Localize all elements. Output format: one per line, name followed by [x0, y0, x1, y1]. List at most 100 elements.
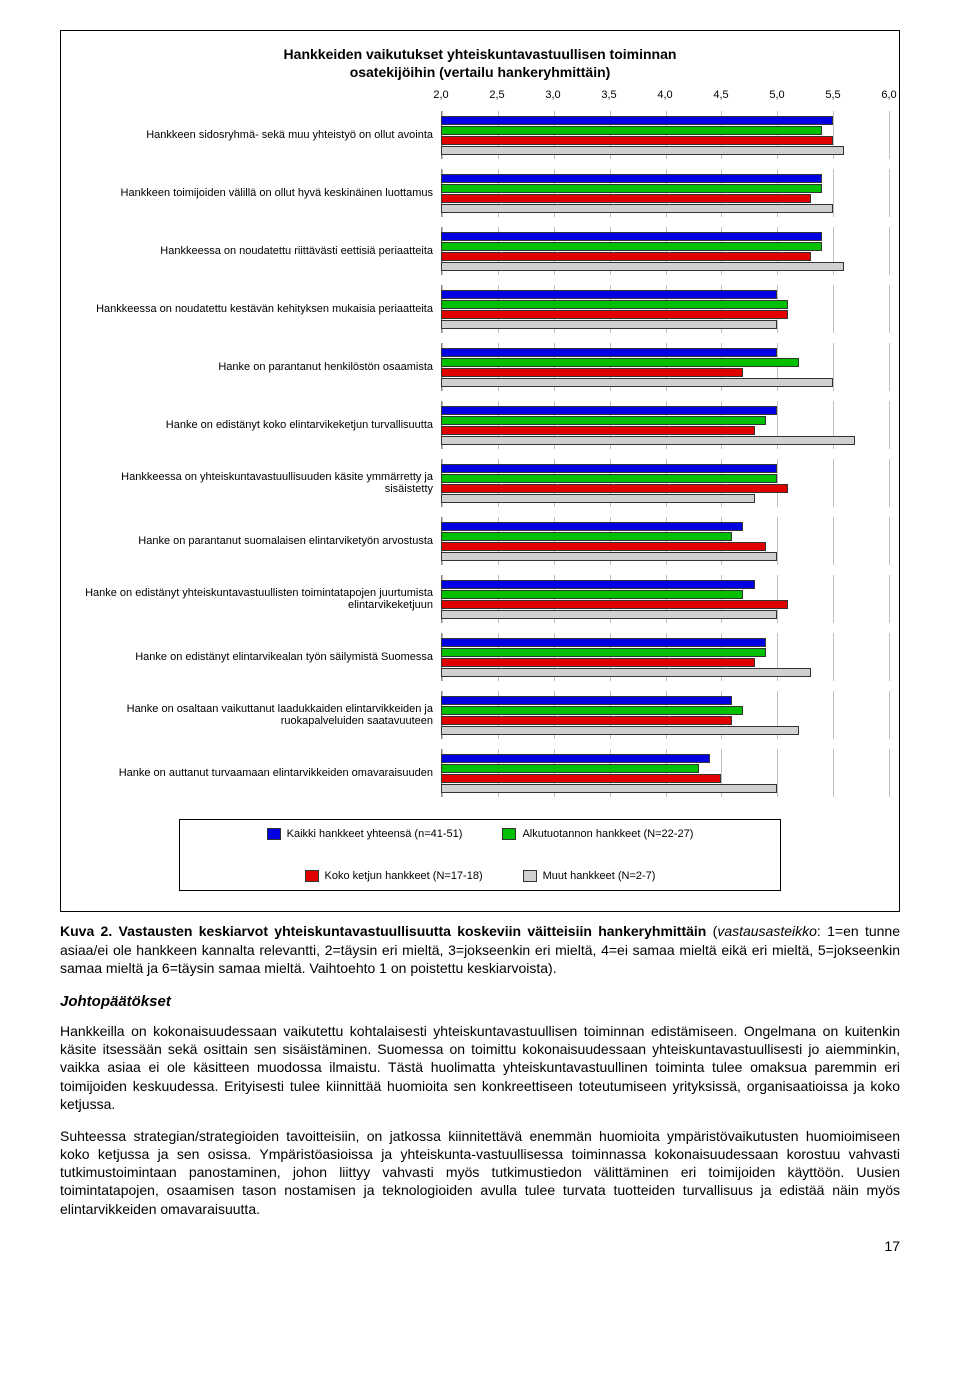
- bar: [441, 262, 844, 271]
- bar-group-label: Hankkeen toimijoiden välillä on ollut hy…: [71, 169, 441, 217]
- bar: [441, 348, 777, 357]
- bar: [441, 204, 833, 213]
- bar: [441, 774, 721, 783]
- section-heading: Johtopäätökset: [60, 993, 900, 1010]
- legend-swatch: [305, 870, 319, 882]
- bar: [441, 464, 777, 473]
- chart-legend: Kaikki hankkeet yhteensä (n=41-51) Alkutu…: [179, 819, 781, 891]
- axis-tick-label: 5,0: [769, 89, 784, 101]
- paragraph-1: Hankkeilla on kokonaisuudessaan vaikutet…: [60, 1022, 900, 1113]
- page-number: 17: [60, 1238, 900, 1254]
- bar: [441, 542, 766, 551]
- bar: [441, 416, 766, 425]
- legend-swatch: [523, 870, 537, 882]
- bar: [441, 310, 788, 319]
- bar: [441, 784, 777, 793]
- bar: [441, 494, 755, 503]
- bar-group-label: Hanke on parantanut suomalaisen elintarv…: [71, 517, 441, 565]
- bar: [441, 764, 699, 773]
- bar: [441, 378, 833, 387]
- bar: [441, 706, 743, 715]
- bar-group: [441, 227, 889, 275]
- axis-tick-label: 2,0: [433, 89, 448, 101]
- bar-group: [441, 633, 889, 681]
- bar-group: [441, 285, 889, 333]
- bar-group-label: Hankkeessa on yhteiskuntavastuullisuuden…: [71, 459, 441, 507]
- bar: [441, 300, 788, 309]
- bar: [441, 484, 788, 493]
- bar: [441, 532, 732, 541]
- legend-swatch: [267, 828, 281, 840]
- bar-group: [441, 691, 889, 739]
- bar-group-label: Hanke on osaltaan vaikuttanut laadukkaid…: [71, 691, 441, 739]
- legend-label: Koko ketjun hankkeet (N=17-18): [325, 870, 483, 882]
- bar: [441, 232, 822, 241]
- bar-group: [441, 169, 889, 217]
- bar: [441, 668, 811, 677]
- bar: [441, 590, 743, 599]
- bar: [441, 580, 755, 589]
- bar-group: [441, 459, 889, 507]
- bar: [441, 242, 822, 251]
- bar: [441, 648, 766, 657]
- bar: [441, 174, 822, 183]
- legend-swatch: [502, 828, 516, 840]
- chart-title: Hankkeiden vaikutukset yhteiskuntavastuu…: [71, 45, 889, 81]
- bar: [441, 290, 777, 299]
- legend-item: Alkutuotannon hankkeet (N=22-27): [502, 828, 693, 840]
- bar: [441, 658, 755, 667]
- chart-title-line2: osatekijöihin (vertailu hankeryhmittäin): [71, 63, 889, 81]
- bar: [441, 600, 788, 609]
- bar: [441, 696, 732, 705]
- bar: [441, 754, 710, 763]
- bar-group: [441, 343, 889, 391]
- bar-group-label: Hanke on edistänyt elintarvikealan työn …: [71, 633, 441, 681]
- legend-label: Muut hankkeet (N=2-7): [543, 870, 656, 882]
- bar: [441, 474, 777, 483]
- bar-group-label: Hankkeessa on noudatettu kestävän kehity…: [71, 285, 441, 333]
- axis-tick-label: 3,5: [601, 89, 616, 101]
- bar-group: [441, 749, 889, 797]
- chart-container: Hankkeiden vaikutukset yhteiskuntavastuu…: [60, 30, 900, 912]
- bar: [441, 552, 777, 561]
- legend-item: Kaikki hankkeet yhteensä (n=41-51): [267, 828, 463, 840]
- bar-group: [441, 575, 889, 623]
- legend-item: Muut hankkeet (N=2-7): [523, 870, 656, 882]
- paragraph-2: Suhteessa strategian/strategioiden tavoi…: [60, 1127, 900, 1218]
- caption-bold: Kuva 2. Vastausten keskiarvot yhteiskunt…: [60, 923, 706, 939]
- bar-group: [441, 517, 889, 565]
- bar-group-label: Hanke on auttanut turvaamaan elintarvikk…: [71, 749, 441, 797]
- bar: [441, 426, 755, 435]
- bar: [441, 194, 811, 203]
- bar: [441, 726, 799, 735]
- bar: [441, 252, 811, 261]
- bar-group-label: Hanke on edistänyt koko elintarvikeketju…: [71, 401, 441, 449]
- bar: [441, 358, 799, 367]
- legend-label: Kaikki hankkeet yhteensä (n=41-51): [287, 828, 463, 840]
- bar-group-label: Hanke on edistänyt yhteiskuntavastuullis…: [71, 575, 441, 623]
- legend-item: Koko ketjun hankkeet (N=17-18): [305, 870, 483, 882]
- axis-tick-label: 4,5: [713, 89, 728, 101]
- axis-tick-label: 3,0: [545, 89, 560, 101]
- axis-tick-label: 6,0: [881, 89, 896, 101]
- bar-group-label: Hankkeessa on noudatettu riittävästi eet…: [71, 227, 441, 275]
- caption-italic: vastausasteikko: [717, 923, 817, 939]
- axis-tick-label: 2,5: [489, 89, 504, 101]
- bar-group: [441, 111, 889, 159]
- bar: [441, 116, 833, 125]
- bar: [441, 406, 777, 415]
- bar: [441, 136, 833, 145]
- bar: [441, 184, 822, 193]
- bar: [441, 320, 777, 329]
- bar: [441, 146, 844, 155]
- legend-label: Alkutuotannon hankkeet (N=22-27): [522, 828, 693, 840]
- bar: [441, 368, 743, 377]
- bar: [441, 610, 777, 619]
- chart-title-line1: Hankkeiden vaikutukset yhteiskuntavastuu…: [71, 45, 889, 63]
- axis-tick-label: 4,0: [657, 89, 672, 101]
- bar-group: [441, 401, 889, 449]
- bar-group-label: Hankkeen sidosryhmä- sekä muu yhteistyö …: [71, 111, 441, 159]
- bar: [441, 638, 766, 647]
- axis-tick-label: 5,5: [825, 89, 840, 101]
- bar: [441, 716, 732, 725]
